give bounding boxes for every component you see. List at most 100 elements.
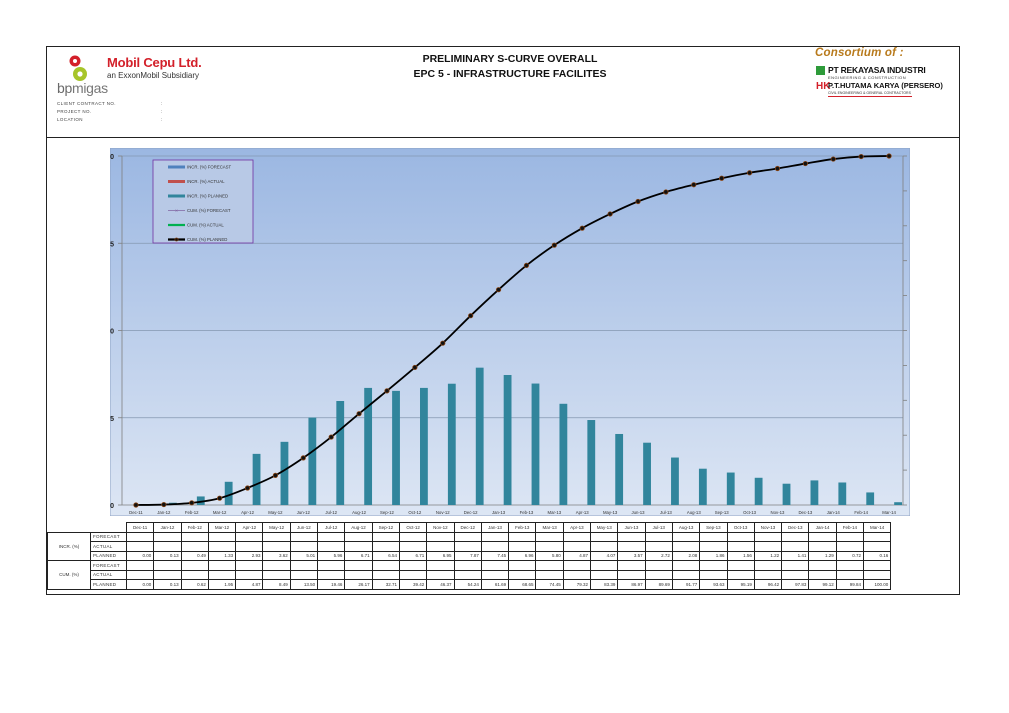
table-cell xyxy=(125,560,155,571)
marker-cum-planned xyxy=(356,411,362,417)
table-cell xyxy=(289,560,319,571)
legend-label: CUM. (%) ACTUAL xyxy=(187,223,224,228)
table-cell: 6.71 xyxy=(398,550,428,561)
table-cell xyxy=(371,569,400,580)
table-cell: 79.32 xyxy=(562,579,592,590)
x-axis-tick-label: Aug-13 xyxy=(687,510,701,515)
table-cell: 1.22 xyxy=(753,550,783,561)
table-cell: 5.96 xyxy=(317,550,346,561)
meta-value-location: : xyxy=(161,117,163,122)
bpmigas-pin-icon xyxy=(69,55,87,81)
meta-value-contract: : xyxy=(161,101,163,106)
table-cell: 0.49 xyxy=(180,550,209,561)
table-cell xyxy=(426,531,455,542)
table-cell: 1.41 xyxy=(781,550,810,561)
table-cell: 93.63 xyxy=(699,579,728,590)
table-column-header: Nov-12 xyxy=(426,522,455,533)
table-column-header: Oct-13 xyxy=(726,522,755,533)
x-axis-tick-label: Jan-13 xyxy=(492,510,506,515)
table-cell xyxy=(508,531,537,542)
table-row-label: PLANNED xyxy=(90,579,127,590)
x-axis-tick-label: Jul-13 xyxy=(660,510,672,515)
table-cell: 2.93 xyxy=(235,550,264,561)
marker-cum-planned xyxy=(440,340,446,346)
marker-cum-planned xyxy=(328,434,334,440)
divider xyxy=(828,96,912,97)
table-cell: 83.39 xyxy=(590,579,619,590)
table-cell xyxy=(317,541,346,552)
table-cell xyxy=(398,531,428,542)
table-column-header: Mar-12 xyxy=(207,522,237,533)
table-column-header: Feb-14 xyxy=(835,522,865,533)
table-cell xyxy=(508,569,537,580)
table-cell xyxy=(180,541,209,552)
x-axis-tick-label: Oct-12 xyxy=(408,510,422,515)
table-cell: 0.00 xyxy=(125,550,155,561)
legend-swatch xyxy=(168,165,185,169)
table-cell xyxy=(726,560,755,571)
table-cell xyxy=(317,560,346,571)
table-cell xyxy=(426,560,455,571)
bar-incr-planned xyxy=(392,390,400,505)
bar-incr-planned xyxy=(838,482,847,505)
table-column-header: Nov-13 xyxy=(753,522,783,533)
marker-cum-planned xyxy=(579,225,585,231)
consortium-member-sub: CIVIL ENGINEERING & GENERAL CONTRACTORS xyxy=(828,91,911,95)
marker-cum-planned xyxy=(746,170,753,176)
table-cell xyxy=(562,541,592,552)
table-cell xyxy=(289,569,319,580)
x-axis-tick-label: Sep-12 xyxy=(380,510,394,515)
table-cell xyxy=(453,531,482,542)
table-cell xyxy=(289,531,319,542)
bar-incr-planned xyxy=(420,387,428,505)
table-cell: 6.96 xyxy=(508,550,537,561)
consortium-member-name: PT REKAYASA INDUSTRI xyxy=(828,65,926,75)
table-cell xyxy=(180,531,209,542)
header-divider xyxy=(46,137,960,138)
table-cell: 19.46 xyxy=(317,579,346,590)
table-column-header: Feb-12 xyxy=(180,522,209,533)
hutama-karya-logo-icon: HK xyxy=(816,81,831,92)
x-axis-tick-label: Jun-12 xyxy=(297,510,311,515)
legend-swatch xyxy=(168,194,185,198)
bpmigas-logo: bpmigas xyxy=(57,80,108,96)
s-curve-data-table: Dec-11 Jan-12 Feb-12 Mar-12 Apr-12 May-12 Jun-… xyxy=(47,522,892,590)
table-cell xyxy=(535,541,564,552)
table-cell: 5.80 xyxy=(535,550,564,561)
table-cell xyxy=(235,531,264,542)
table-column-header: Oct-12 xyxy=(398,522,428,533)
marker-cum-planned xyxy=(886,153,892,159)
x-axis-tick-label: Feb-12 xyxy=(185,510,199,515)
table-cell xyxy=(344,531,373,542)
marker-cum-planned xyxy=(272,472,279,478)
legend-label: INCR. (%) PLANNED xyxy=(187,194,228,199)
table-cell: 0.16 xyxy=(863,550,892,561)
table-cell xyxy=(153,541,182,552)
table-cell xyxy=(207,569,237,580)
bar-incr-planned xyxy=(280,441,289,505)
table-cell: 0.62 xyxy=(180,579,209,590)
table-column-header: Sep-13 xyxy=(699,522,728,533)
table-row-label: ACTUAL xyxy=(90,541,127,552)
marker-cum-planned xyxy=(300,455,306,461)
table-cell: 1.33 xyxy=(207,550,237,561)
table-column-header: Apr-13 xyxy=(562,522,592,533)
table-cell xyxy=(262,541,291,552)
marker-cum-planned xyxy=(161,501,167,508)
table-cell: 86.97 xyxy=(617,579,646,590)
bar-incr-planned xyxy=(475,367,484,505)
table-cell xyxy=(180,560,209,571)
table-cell xyxy=(535,569,564,580)
table-cell xyxy=(753,541,783,552)
s-curve-chart: 051015200102030405060708090100Dec-11Jan-… xyxy=(110,148,910,516)
bar-incr-planned xyxy=(726,472,735,505)
table-column-header: May-12 xyxy=(262,522,291,533)
legend-label: CUM. (%) PLANNED xyxy=(187,237,227,242)
company-subtitle: an ExxonMobil Subsidiary xyxy=(107,71,200,80)
table-cell: 13.50 xyxy=(289,579,319,590)
table-cell: 99.84 xyxy=(835,579,865,590)
table-column-header: Mar-14 xyxy=(863,522,892,533)
marker-cum-planned xyxy=(802,160,808,167)
table-column-header: Jan-14 xyxy=(808,522,837,533)
table-group-label: INCR. (%) xyxy=(47,531,91,561)
